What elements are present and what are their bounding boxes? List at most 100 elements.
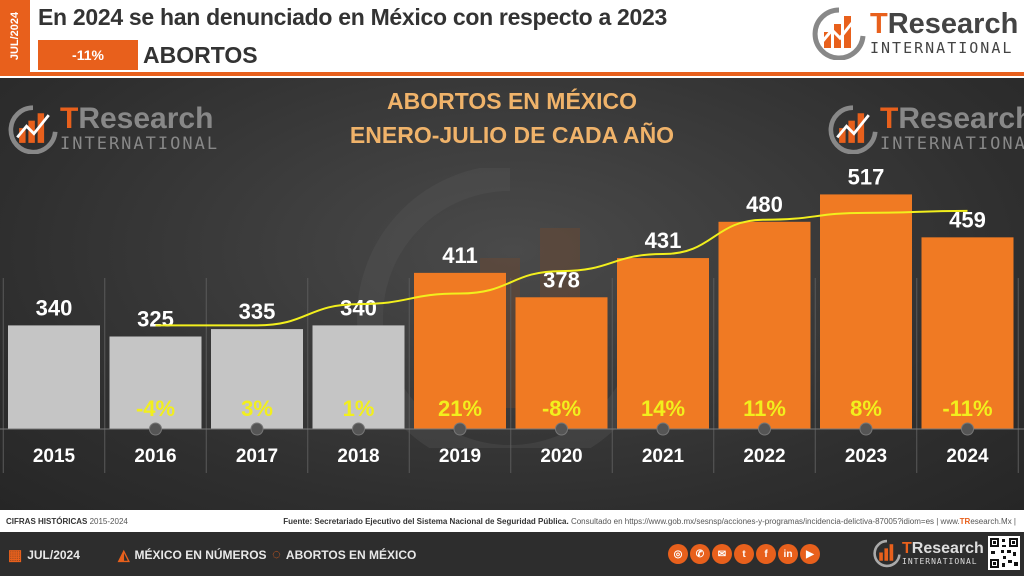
pct-change-label: 11%	[743, 396, 786, 421]
logo-research: Research	[78, 102, 214, 135]
bar-chart: 340 325-4%3353%3401%41121%378-8%43114%480…	[0, 164, 1024, 473]
logo-international: INTERNATIONAL	[880, 134, 1024, 154]
x-tick-label: 2017	[236, 446, 278, 467]
panel-logo-right: TResearch INTERNATIONAL	[826, 104, 1024, 154]
logo-mark-icon	[812, 7, 866, 60]
axis-marker	[352, 422, 365, 436]
x-tick-label: 2023	[845, 446, 887, 467]
value-label: 480	[746, 192, 783, 217]
logo-mark-icon	[8, 105, 58, 154]
header-rule	[0, 72, 1024, 76]
calendar-icon: ▦	[8, 547, 23, 564]
logo-mark-icon	[873, 539, 901, 568]
value-label: 335	[239, 299, 276, 324]
value-label: 340	[340, 295, 377, 320]
bar-2017	[211, 329, 303, 429]
logo-international: INTERNATIONAL	[870, 39, 1014, 57]
bar-2022	[718, 221, 811, 429]
chat-icon: ◌	[272, 546, 281, 563]
x-tick-label: 2016	[134, 446, 176, 467]
linkedin-icon[interactable]: in	[778, 544, 798, 564]
bar-2023	[820, 194, 912, 429]
value-label: 411	[442, 243, 478, 268]
bar-2018	[312, 325, 405, 429]
map-icon: ◭	[118, 547, 130, 564]
bar-2020	[515, 297, 608, 429]
trend-line	[155, 209, 968, 327]
bar-2021	[617, 258, 709, 429]
logo-t: T	[60, 102, 79, 135]
footer-abortos-link[interactable]: ◌ ABORTOS EN MÉXICO	[272, 546, 416, 563]
historic-range: 2015-2024	[89, 517, 128, 526]
globe-icon[interactable]: ◎	[668, 544, 688, 564]
logo-mark-icon	[828, 105, 878, 154]
footer-abortos-label: ABORTOS EN MÉXICO	[285, 547, 417, 562]
footer-mexico-link[interactable]: ◭ MÉXICO EN NÚMEROS	[118, 546, 267, 564]
mail-icon[interactable]: ✉	[712, 544, 732, 564]
pct-change-label: -8%	[542, 396, 581, 421]
logo-t: T	[902, 539, 912, 557]
historic-note: CIFRAS HISTÓRICAS 2015-2024	[6, 517, 128, 526]
bar-2015	[8, 325, 100, 429]
headline: En 2024 se han denunciado en México con …	[38, 4, 668, 30]
axis-marker	[555, 422, 568, 436]
bar-2016	[109, 336, 202, 429]
headline-subject: ABORTOS	[143, 42, 258, 68]
axis-marker	[250, 422, 264, 436]
value-label: 517	[848, 164, 885, 189]
axis-marker	[453, 422, 467, 436]
logo-t: T	[870, 8, 888, 40]
bar-2019	[414, 272, 506, 429]
footer-date-label: JUL/2024	[27, 548, 80, 562]
value-label: 325	[137, 307, 174, 332]
axis-marker	[656, 422, 670, 436]
pct-change-label: 21%	[438, 396, 482, 421]
axis-marker	[859, 422, 873, 436]
source-note: Fuente: Secretariado Ejecutivo del Siste…	[283, 517, 1016, 526]
pct-change-label: 1%	[343, 396, 375, 421]
chart-subtitle: ENERO-JULIO DE CADA AÑO	[349, 122, 675, 148]
logo-international: INTERNATIONAL	[60, 134, 220, 154]
axis-marker	[758, 422, 771, 436]
chart-panel: TResearch INTERNATIONAL TResearch INTERN…	[0, 78, 1024, 510]
facebook-icon[interactable]: f	[756, 544, 776, 564]
footer-date[interactable]: ▦ JUL/2024	[8, 546, 80, 564]
x-tick-label: 2018	[337, 446, 379, 467]
footer-bar: ▦ JUL/2024 ◭ MÉXICO EN NÚMEROS ◌ ABORTOS…	[0, 532, 1024, 576]
pct-change-label: -4%	[136, 396, 175, 421]
pct-change-label: 3%	[241, 396, 273, 421]
logo-research: Research	[911, 539, 984, 557]
site-link[interactable]: www.TResearch.Mx |	[940, 517, 1016, 526]
axis-marker	[961, 422, 974, 436]
youtube-icon[interactable]: ▶	[800, 544, 820, 564]
value-label: 340	[36, 295, 73, 320]
footer-logo[interactable]: TResearch INTERNATIONAL	[872, 538, 984, 568]
qr-code-icon[interactable]	[988, 536, 1020, 570]
chart-title: ABORTOS EN MÉXICO	[386, 88, 638, 114]
pct-change-label: 14%	[641, 396, 685, 421]
source-rest: Consultado en https://www.gob.mx/sesnsp/…	[570, 517, 939, 526]
brand-logo[interactable]: TResearch INTERNATIONAL	[810, 6, 1018, 60]
logo-research: Research	[898, 102, 1024, 135]
logo-t: T	[880, 102, 899, 135]
pct-change-label: -11%	[942, 396, 992, 421]
x-tick-label: 2019	[439, 446, 481, 467]
x-tick-label: 2024	[946, 446, 989, 467]
logo-research: Research	[887, 8, 1019, 40]
logo-international: INTERNATIONAL	[902, 556, 978, 566]
x-tick-label: 2021	[642, 446, 685, 467]
bar-2024	[921, 237, 1014, 429]
x-tick-label: 2015	[33, 446, 76, 467]
pct-change-label: 8%	[850, 396, 882, 421]
source-bar: CIFRAS HISTÓRICAS 2015-2024 Fuente: Secr…	[0, 512, 1024, 532]
phone-icon[interactable]: ✆	[690, 544, 710, 564]
x-tick-label: 2020	[540, 446, 582, 467]
historic-label: CIFRAS HISTÓRICAS	[6, 517, 88, 526]
side-date-tag: JUL/2024	[0, 0, 30, 72]
footer-mexico-label: MÉXICO EN NÚMEROS	[134, 548, 267, 562]
panel-logo-left: TResearch INTERNATIONAL	[6, 104, 219, 154]
axis-marker	[149, 422, 162, 436]
twitter-icon[interactable]: t	[734, 544, 754, 564]
x-tick-label: 2022	[743, 446, 785, 467]
change-badge: -11%	[38, 40, 138, 70]
